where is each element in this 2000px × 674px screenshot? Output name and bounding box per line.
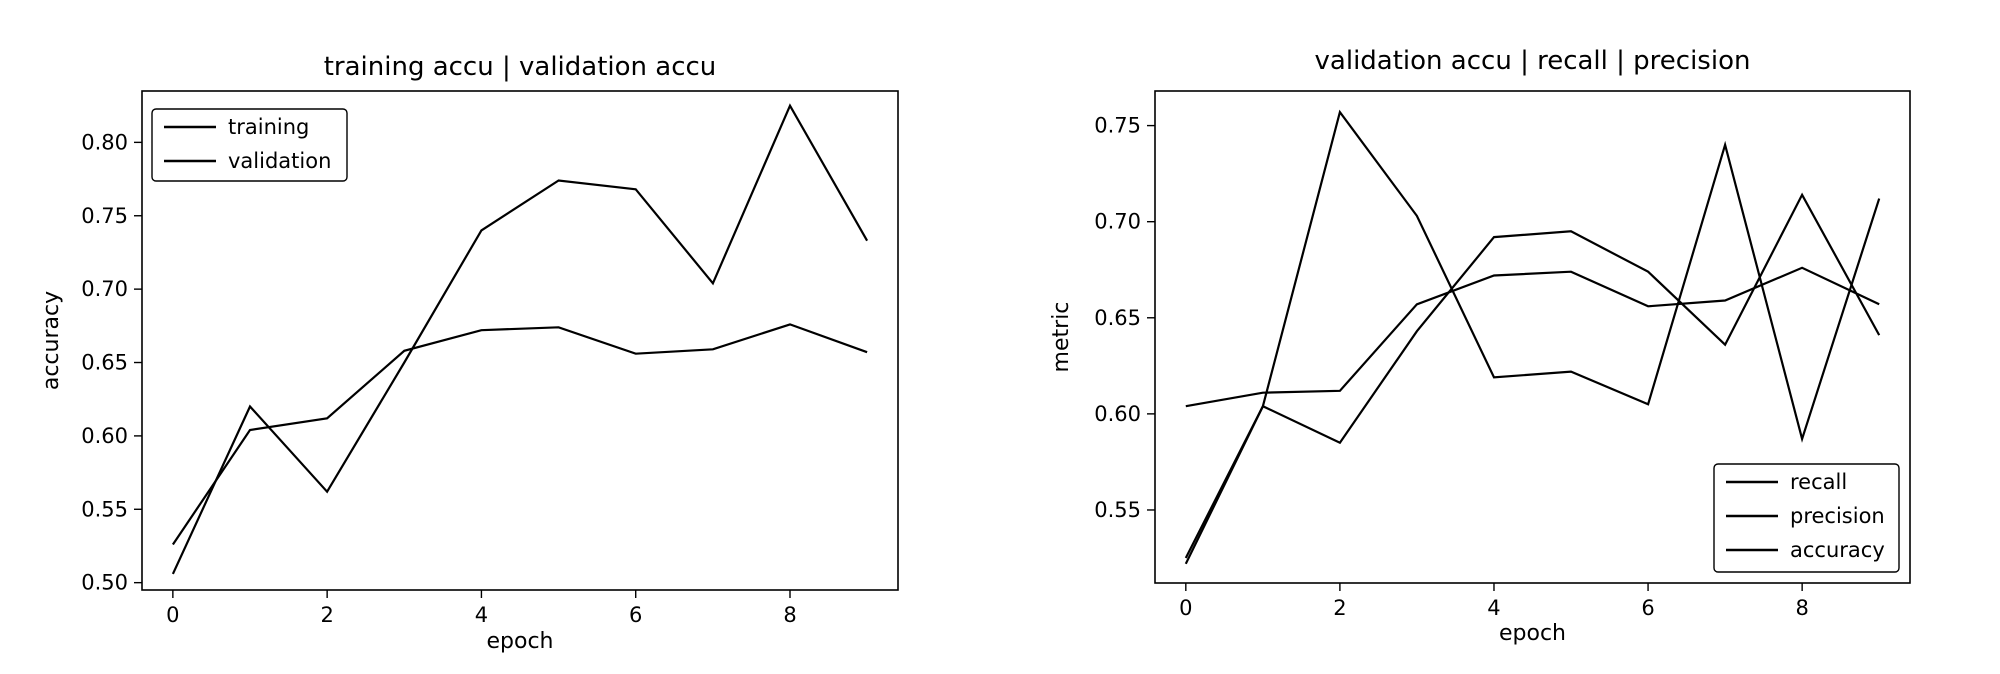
y-tick-label: 0.65: [81, 351, 128, 375]
x-tick-label: 2: [1333, 596, 1346, 620]
x-tick-label: 6: [1641, 596, 1654, 620]
legend-label: precision: [1790, 504, 1885, 528]
legend-label: validation: [228, 149, 331, 173]
chart-title: validation accu | recall | precision: [1315, 46, 1751, 76]
x-tick-label: 2: [320, 603, 333, 627]
y-tick-label: 0.80: [81, 130, 128, 154]
chart-1: training accu | validation accu 0 2 4 6 8 0.50…: [39, 52, 899, 654]
y-tick-label: 0.70: [81, 277, 128, 301]
x-tick-label: 4: [1487, 596, 1500, 620]
x-tick-label: 0: [166, 603, 179, 627]
legend-label: training: [228, 115, 309, 139]
y-tick-label: 0.60: [1094, 402, 1141, 426]
chart-2: validation accu | recall | precision 0 2 4 6…: [1049, 46, 1911, 646]
series-line-training: [171, 103, 869, 575]
y-tick-label: 0.75: [81, 204, 128, 228]
y-tick-label: 0.50: [81, 571, 128, 595]
series-line-validation: [171, 323, 868, 546]
y-tick-label: 0.55: [1094, 498, 1141, 522]
x-tick-label: 4: [475, 603, 488, 627]
chart-title: training accu | validation accu: [324, 52, 717, 82]
y-axis-label: accuracy: [39, 291, 64, 390]
series-line-precision: [1184, 192, 1881, 559]
y-tick-label: 0.55: [81, 497, 128, 521]
y-tick-label: 0.65: [1094, 306, 1141, 330]
series-line-accuracy: [1185, 266, 1880, 408]
y-axis-label: metric: [1049, 302, 1074, 373]
x-tick-label: 8: [1795, 596, 1808, 620]
series-line-recall: [1184, 109, 1881, 565]
plot-frame: [141, 90, 899, 591]
y-tick-label: 0.70: [1094, 210, 1141, 234]
x-tick-label: 0: [1179, 596, 1192, 620]
legend: training validation: [151, 108, 348, 182]
legend: recall precision accuracy: [1713, 463, 1900, 573]
legend-frame: [1713, 463, 1900, 573]
legend-label: accuracy: [1790, 538, 1885, 562]
x-axis-label: epoch: [1499, 621, 1566, 646]
x-tick-label: 6: [629, 603, 642, 627]
y-tick-label: 0.75: [1094, 114, 1141, 138]
y-tick-label: 0.60: [81, 424, 128, 448]
x-tick-label: 8: [783, 603, 796, 627]
plot-frame: [1154, 90, 1911, 584]
x-axis-label: epoch: [487, 629, 554, 654]
legend-label: recall: [1790, 470, 1847, 494]
